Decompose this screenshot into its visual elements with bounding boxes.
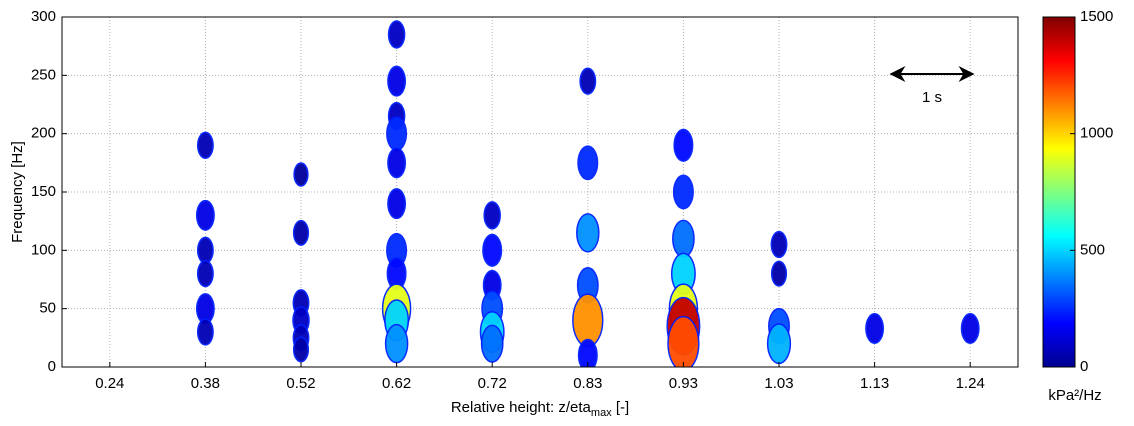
contour-spot — [292, 219, 310, 246]
colorbar-tick-label: 0 — [1080, 358, 1088, 375]
x-tick-label: 0.52 — [286, 375, 315, 392]
contour-spot — [576, 213, 600, 253]
contour-spot — [672, 174, 694, 210]
contour-spot — [196, 236, 214, 265]
y-tick-label: 100 — [31, 241, 56, 258]
x-tick-label: 0.24 — [95, 375, 124, 392]
contour-spot — [766, 323, 792, 365]
x-axis-label: Relative height: z/etamax [-] — [451, 399, 629, 419]
y-tick-label: 150 — [31, 183, 56, 200]
contour-spot — [672, 219, 695, 258]
contour-spot — [480, 324, 504, 363]
contour-spot — [387, 65, 407, 97]
contour-spot — [387, 147, 407, 179]
y-tick-label: 250 — [31, 66, 56, 83]
y-tick-label: 300 — [31, 8, 56, 25]
x-tick-label: 0.93 — [669, 375, 698, 392]
annotation: 1 s — [922, 89, 942, 106]
x-label-end: [-] — [612, 399, 630, 416]
contour-spot — [770, 260, 788, 287]
x-tick-label: 1.13 — [860, 375, 889, 392]
x-tick-label: 0.72 — [478, 375, 507, 392]
colorbar-tick-label: 1500 — [1080, 8, 1113, 25]
contour-spot — [572, 293, 604, 348]
contour-spot — [387, 188, 407, 220]
x-label-sub: max — [591, 407, 612, 419]
x-tick-label: 1.03 — [764, 375, 793, 392]
x-tick-label: 0.38 — [191, 375, 220, 392]
y-tick-label: 200 — [31, 125, 56, 142]
y-tick-label: 50 — [39, 300, 56, 317]
contour-spot — [483, 201, 501, 230]
colorbar-tick-label: 500 — [1080, 241, 1105, 258]
contour-spot — [292, 336, 310, 363]
colorbar-tick-label: 1000 — [1080, 125, 1113, 142]
contour-spot — [865, 313, 885, 344]
contour-spot — [770, 230, 788, 259]
y-tick-label: 0 — [48, 358, 56, 375]
contour-spot — [673, 128, 694, 162]
contour-spot — [387, 20, 406, 49]
x-tick-label: 0.83 — [573, 375, 602, 392]
contour-spot — [196, 318, 214, 346]
contour-spot — [579, 67, 597, 95]
contour-spot — [196, 259, 214, 288]
x-label-main: Relative height: z/eta — [451, 399, 592, 416]
x-tick-label: 1.24 — [956, 375, 985, 392]
colorbar-label: kPa²/Hz — [1048, 387, 1101, 404]
contour-spot — [577, 338, 598, 367]
contour-spot — [960, 313, 980, 344]
contour-spot — [384, 323, 409, 364]
colorbar — [1042, 16, 1076, 368]
contour-spot — [195, 199, 215, 231]
contour-spot — [667, 315, 700, 367]
contour-spot — [196, 131, 214, 160]
contour-spot — [386, 116, 408, 152]
contour-spot — [293, 162, 309, 187]
contour-spot — [482, 233, 503, 267]
y-axis-label: Frequency [Hz] — [9, 141, 26, 243]
x-tick-label: 0.62 — [382, 375, 411, 392]
contour-spot — [577, 145, 599, 181]
